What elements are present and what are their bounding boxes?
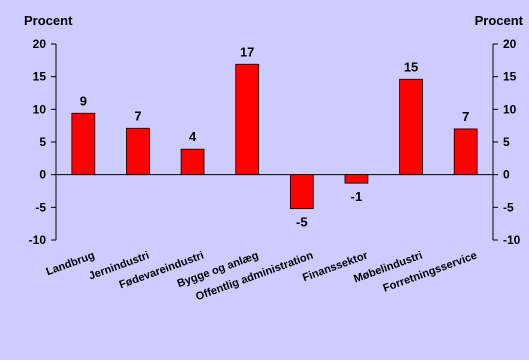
data-label: 7 [134, 108, 141, 123]
left-tick-label: -5 [35, 200, 46, 214]
right-tick-label: 15 [503, 70, 517, 84]
left-tick-label: 5 [39, 135, 46, 149]
bar [399, 78, 423, 176]
right-axis-title: Procent [475, 13, 524, 28]
data-label: 7 [462, 109, 469, 124]
bar [344, 174, 369, 184]
left-axis-title: Procent [24, 13, 73, 28]
right-tick-label: 0 [503, 168, 510, 182]
bar [126, 127, 150, 176]
left-tick-label: -10 [29, 233, 47, 247]
data-label: 17 [240, 44, 254, 59]
data-label: -5 [296, 215, 308, 230]
right-tick-label: 10 [503, 102, 517, 116]
left-tick-label: 0 [39, 168, 46, 182]
bar [289, 174, 314, 210]
bar [453, 128, 478, 176]
left-tick-label: 15 [33, 70, 47, 84]
left-tick-label: 10 [33, 102, 47, 116]
right-tick-label: 20 [503, 37, 517, 51]
left-tick-label: 20 [33, 37, 47, 51]
right-tick-label: -5 [503, 200, 514, 214]
data-label: -1 [351, 189, 363, 204]
data-label: 9 [80, 93, 87, 108]
bar [180, 148, 205, 176]
bar [235, 63, 260, 176]
right-tick-label: -10 [503, 233, 521, 247]
data-label: 4 [189, 129, 197, 144]
data-label: 15 [404, 59, 418, 74]
right-tick-label: 5 [503, 135, 510, 149]
bar [71, 112, 96, 176]
